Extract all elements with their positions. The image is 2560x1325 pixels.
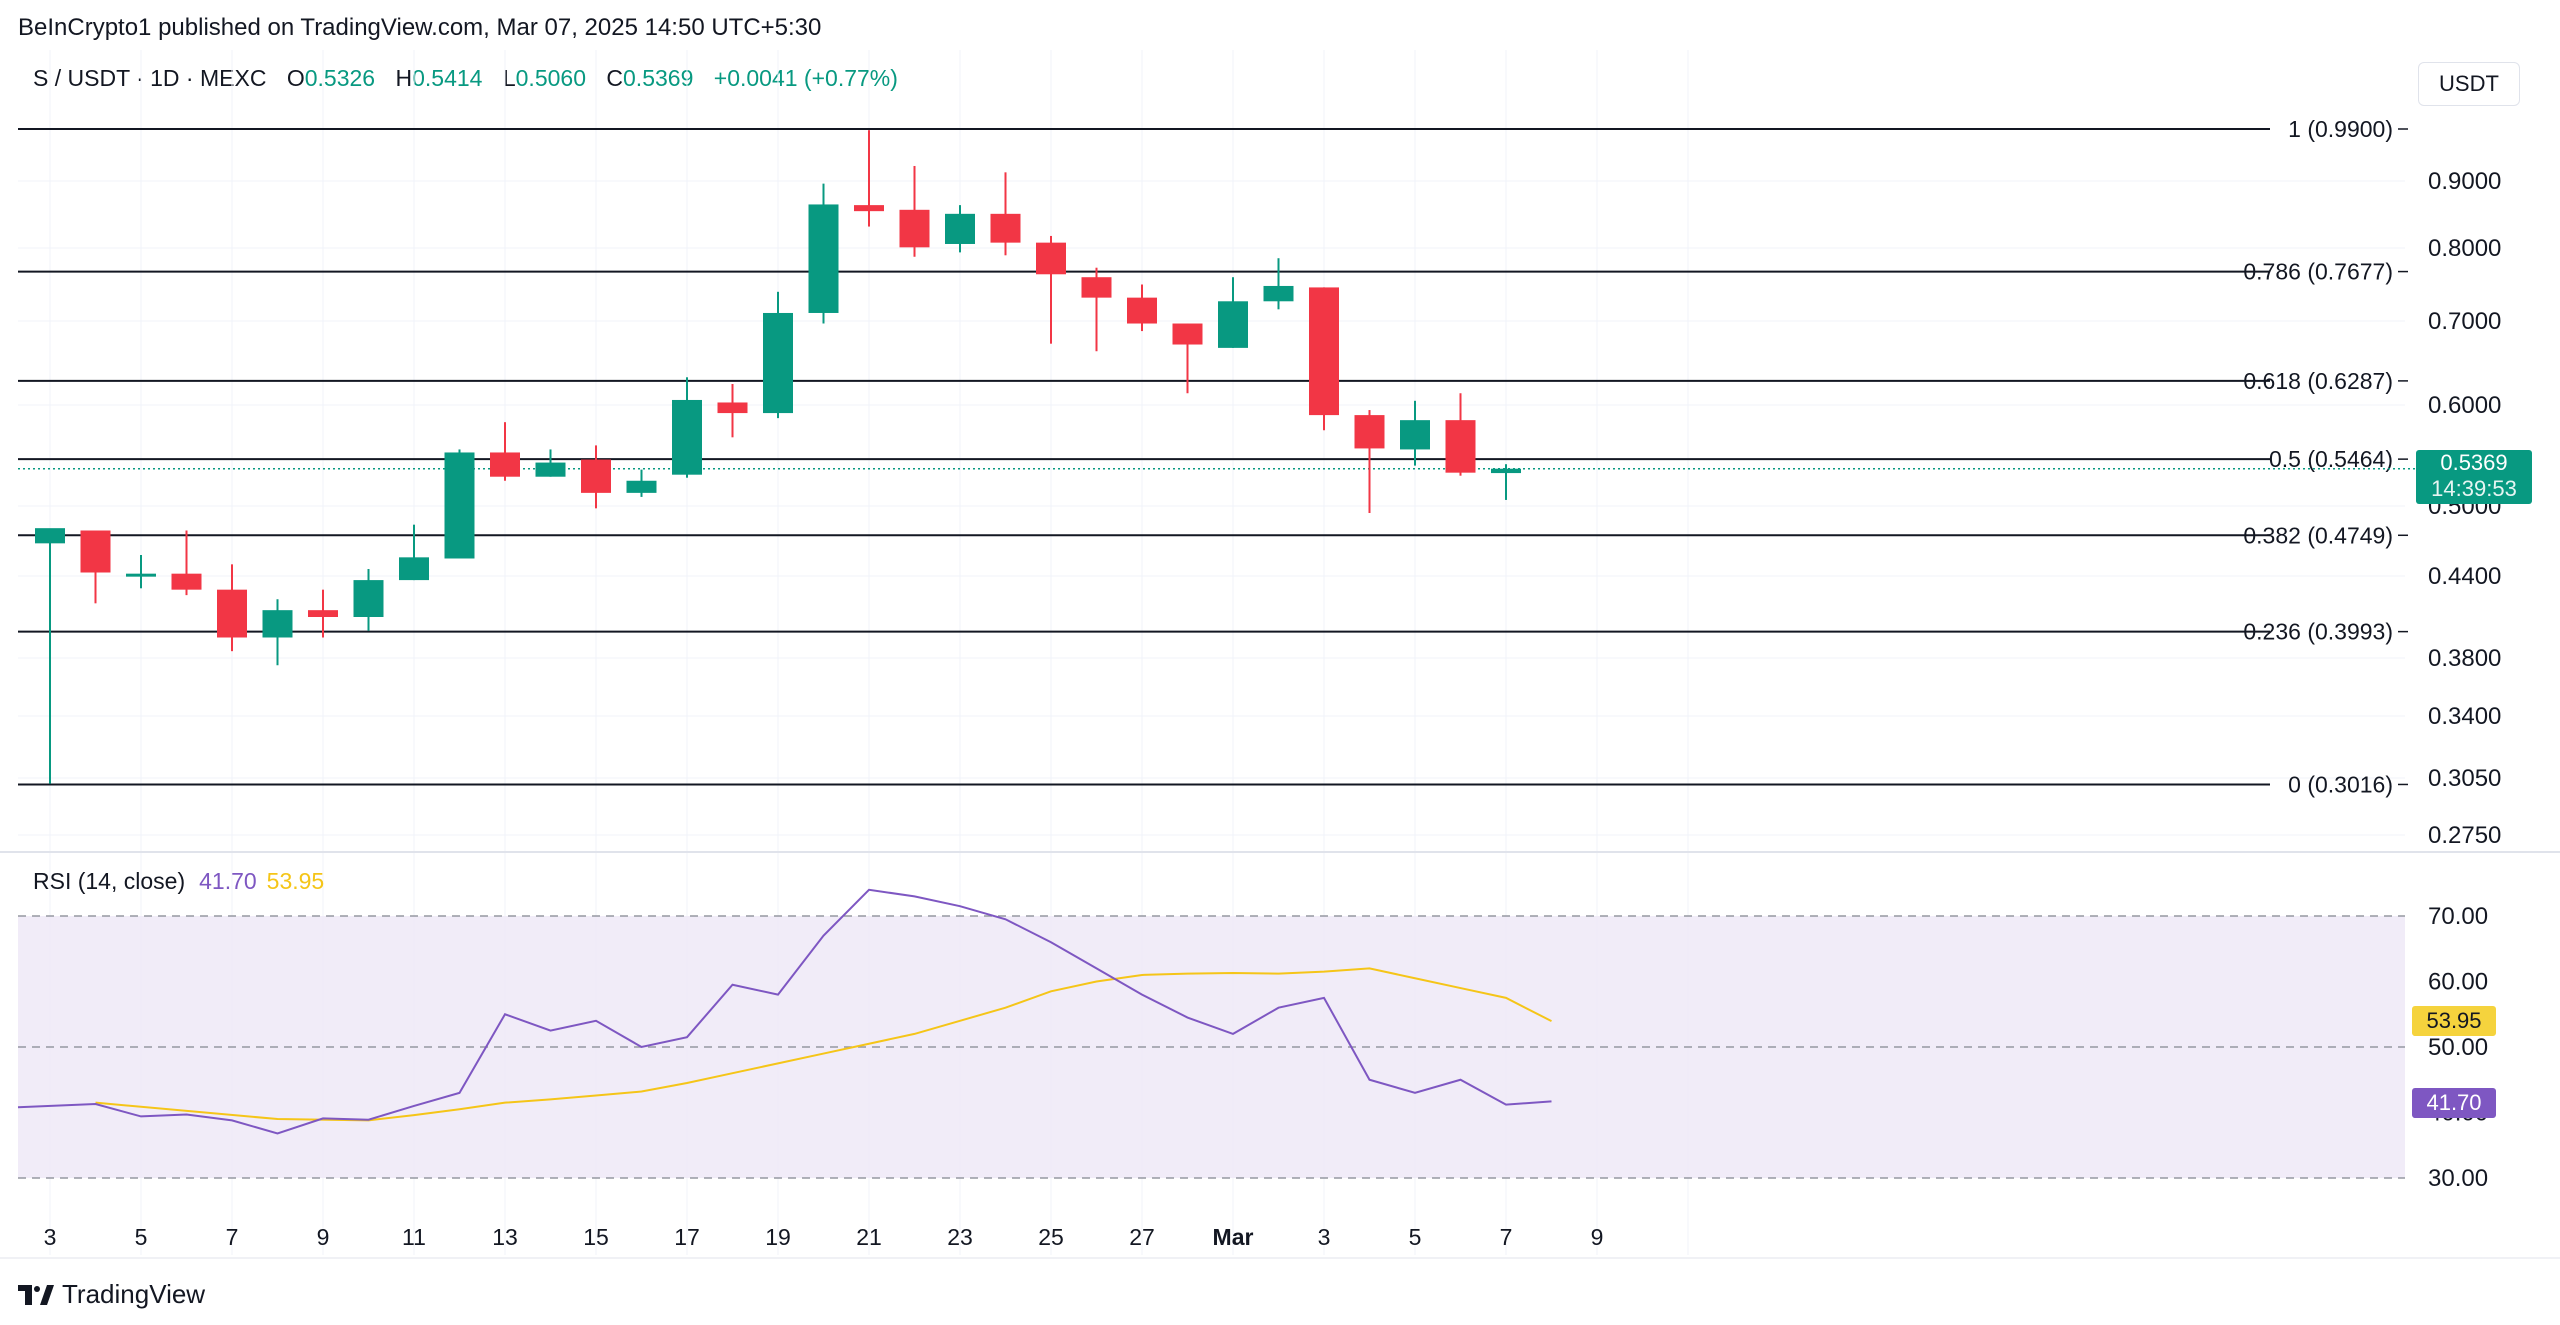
time-axis-tick: 15 (583, 1224, 609, 1250)
price-axis-tick: 0.7000 (2428, 308, 2501, 335)
fib-level-label: 0 (0.3016) (2288, 771, 2393, 797)
time-axis-tick: 5 (1409, 1224, 1422, 1250)
bar-countdown: 14:39:53 (2431, 476, 2517, 501)
time-axis-tick: 13 (492, 1224, 518, 1250)
time-axis-tick: 27 (1129, 1224, 1155, 1250)
time-axis-tick: 23 (947, 1224, 973, 1250)
candle-body (626, 480, 657, 493)
candle-body (808, 204, 839, 313)
footer-brand-text: TradingView (62, 1279, 206, 1309)
time-axis-tick: 3 (44, 1224, 57, 1250)
candle-body (535, 462, 566, 477)
candle-body (1491, 468, 1521, 474)
time-axis-tick: 9 (317, 1224, 330, 1250)
low-label: L (502, 65, 516, 91)
candle-body (353, 580, 384, 617)
price-axis-tick: 0.9000 (2428, 168, 2501, 195)
candle-body (80, 530, 111, 573)
candle-body (945, 213, 975, 244)
candle-body (763, 312, 793, 414)
candle-body (444, 452, 475, 559)
candle-body (262, 610, 293, 638)
footer-brand[interactable]: TradingView (18, 1279, 205, 1310)
rsi-ma-tag: 53.95 (2412, 1006, 2496, 1036)
currency-button[interactable]: USDT (2418, 62, 2520, 106)
time-axis-tick: 7 (1500, 1224, 1513, 1250)
candle-body (1218, 301, 1248, 348)
candle-body (1127, 297, 1157, 324)
fib-level-label: 0.5 (0.5464) (2269, 446, 2393, 472)
symbol-legend: S / USDT · 1D · MEXC O0.5326 H0.5414 L0.… (33, 65, 898, 92)
change-value: +0.0041 (+0.77%) (713, 65, 898, 91)
open-label: O (286, 65, 305, 91)
high-value: 0.5414 (412, 65, 483, 91)
price-axis-tick: 0.2750 (2428, 822, 2501, 849)
rsi-axis-tick: 70.00 (2428, 903, 2488, 930)
price-axis-tick: 0.3400 (2428, 703, 2501, 730)
rsi-line (17, 888, 1552, 1135)
rsi-axis-tick: 50.00 (2428, 1034, 2488, 1061)
candle-body (490, 452, 520, 477)
candle-body (126, 573, 156, 577)
time-axis-tick: 17 (674, 1224, 700, 1250)
candle-body (217, 589, 247, 638)
rsi-axis-tick: 60.00 (2428, 969, 2488, 996)
price-axis-tick: 0.3050 (2428, 765, 2501, 792)
fib-level-label: 0.236 (0.3993) (2243, 619, 2393, 645)
rsi-tag: 41.70 (2412, 1088, 2496, 1118)
last-price-tag: 0.5369 14:39:53 (2416, 450, 2532, 504)
candle-body (672, 399, 702, 475)
candle-body (1309, 287, 1339, 416)
price-axis-tick: 0.6000 (2428, 392, 2501, 419)
time-axis-tick: 9 (1591, 1224, 1604, 1250)
time-axis-tick: 7 (226, 1224, 239, 1250)
open-value: 0.5326 (304, 65, 376, 91)
tradingview-logo-icon (18, 1284, 54, 1305)
time-axis-tick: 11 (402, 1224, 426, 1250)
candle-body (717, 402, 748, 414)
candle-body (1445, 420, 1476, 473)
candle-body (1036, 242, 1066, 275)
price-axis-tick: 0.3800 (2428, 645, 2501, 672)
fib-level-label: 1 (0.9900) (2288, 116, 2393, 142)
rsi-label[interactable]: RSI (14, close) (33, 868, 186, 894)
candle-body (1263, 285, 1294, 302)
candle-body (581, 459, 611, 493)
close-label: C (606, 65, 624, 91)
fib-level-label: 0.786 (0.7677) (2243, 259, 2393, 285)
low-value: 0.5060 (515, 65, 586, 91)
candle-body (1081, 277, 1112, 298)
price-axis-tick: 0.4400 (2428, 563, 2501, 590)
candle-body (308, 610, 338, 617)
fib-level-label: 0.618 (0.6287) (2243, 368, 2393, 394)
time-axis-tick: 3 (1318, 1224, 1331, 1250)
publisher-line: BeInCrypto1 published on TradingView.com… (18, 14, 822, 41)
time-axis-tick: 21 (856, 1224, 882, 1250)
time-axis-tick: 25 (1038, 1224, 1064, 1250)
time-axis-tick: Mar (1213, 1224, 1254, 1250)
candle-body (990, 213, 1021, 243)
high-label: H (395, 65, 413, 91)
candle-body (171, 573, 202, 590)
candle-body (1400, 420, 1430, 450)
candle-body (1172, 323, 1203, 345)
rsi-axis-tick: 30.00 (2428, 1165, 2488, 1192)
time-axis-tick: 19 (765, 1224, 791, 1250)
price-axis-tick: 0.8000 (2428, 235, 2501, 262)
rsi-value: 41.70 (199, 868, 257, 894)
candle-body (35, 528, 65, 544)
rsi-ma-line (95, 967, 1552, 1122)
time-axis-tick: 5 (135, 1224, 148, 1250)
candle-body (899, 209, 930, 248)
symbol-name[interactable]: S / USDT · 1D · MEXC (33, 65, 267, 91)
rsi-legend: RSI (14, close) 41.70 53.95 (33, 868, 324, 895)
rsi-ma-value: 53.95 (266, 868, 325, 894)
last-price-value: 0.5369 (2440, 450, 2508, 475)
candle-body (854, 205, 884, 212)
candle-body (399, 557, 429, 581)
fib-level-label: 0.382 (0.4749) (2243, 522, 2393, 548)
candle-body (1354, 415, 1385, 449)
close-value: 0.5369 (623, 65, 694, 91)
